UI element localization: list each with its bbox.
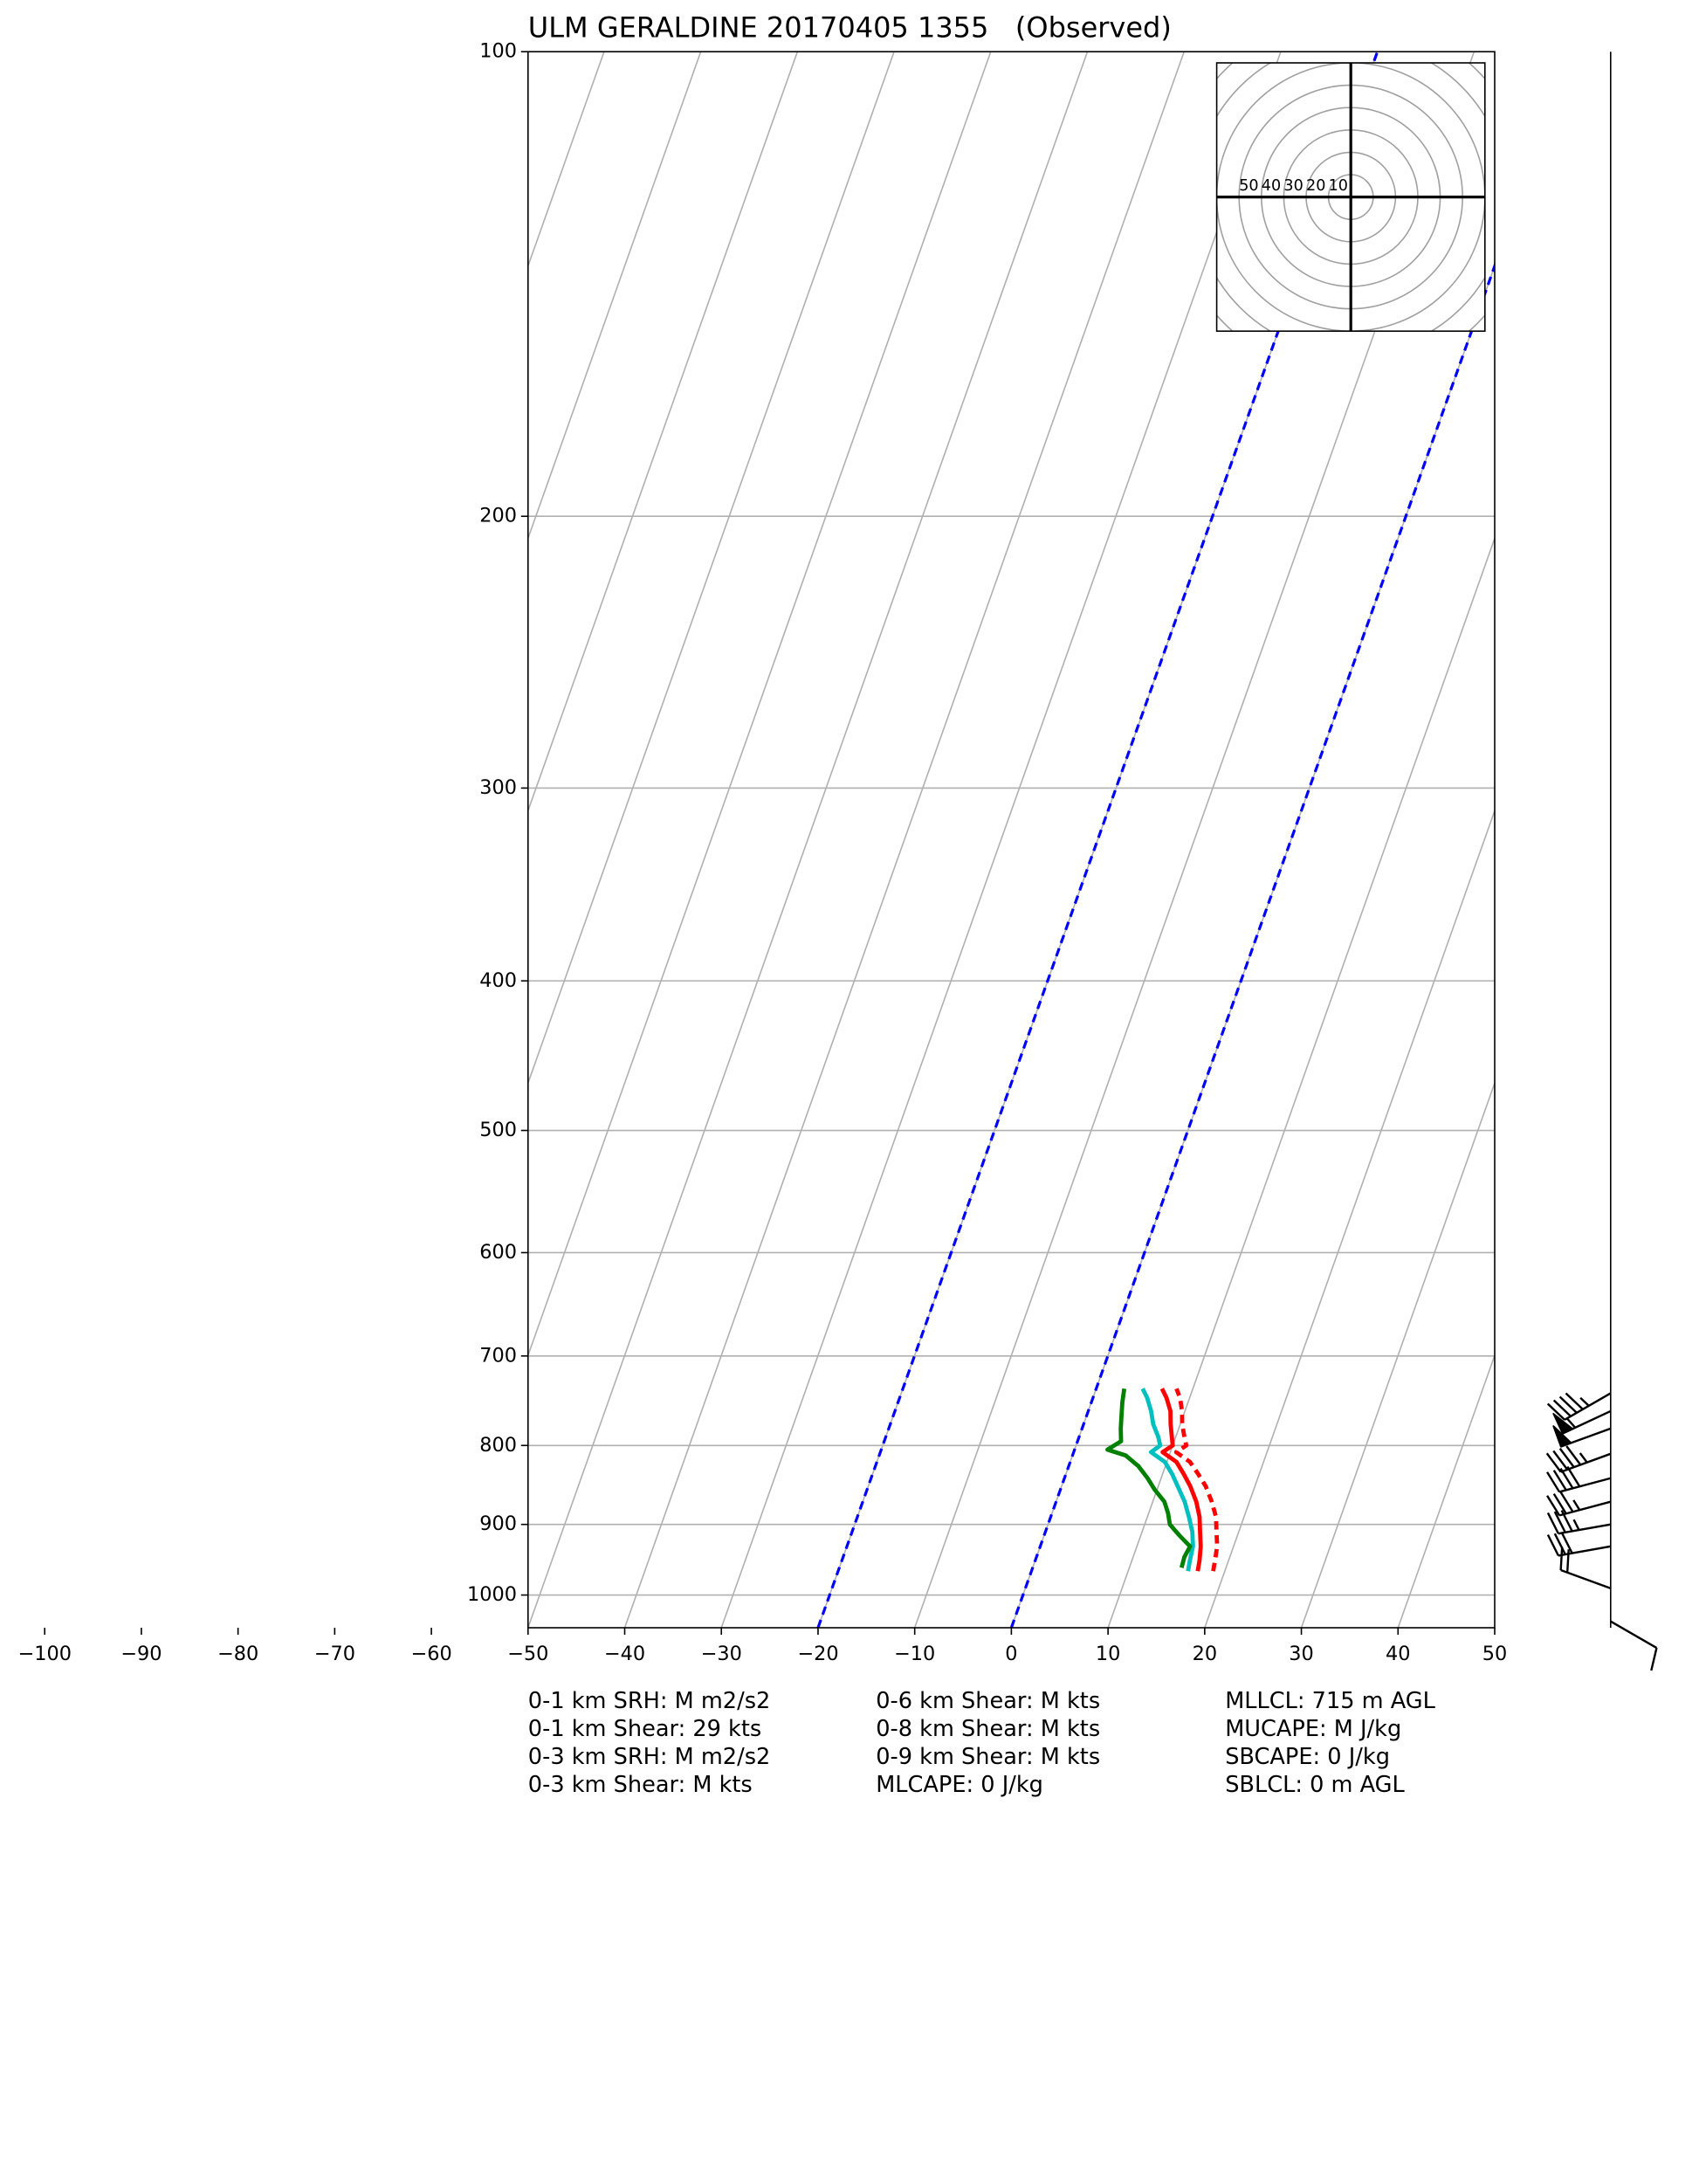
stat-text: SBCAPE: 0 J/kg [1225, 1744, 1390, 1770]
y-tick-label: 1000 [467, 1583, 517, 1606]
x-tick-label: −90 [120, 1643, 162, 1665]
x-tick-label: −70 [314, 1643, 355, 1665]
chart-title: ULM GERALDINE 20170405 1355 (Observed) [528, 11, 1172, 45]
wind-barb [1546, 1532, 1612, 1557]
barb-shaft [1546, 1532, 1612, 1557]
hodograph-ring-label: 10 [1329, 177, 1348, 195]
barb-shaft [1610, 1620, 1658, 1671]
isotherm [527, 52, 702, 541]
profile-line [1173, 1388, 1220, 1572]
wind-barb [1546, 1510, 1612, 1535]
isotherm [527, 52, 1089, 1628]
hodograph: 50 40 30 20 10 [1215, 62, 1486, 333]
isotherm [623, 52, 1185, 1628]
profile-line [1159, 1388, 1203, 1572]
wind-barb [1552, 1409, 1612, 1435]
stat-text: MLLCL: 715 m AGL [1225, 1688, 1435, 1714]
y-tick-label: 700 [479, 1344, 517, 1367]
x-tick-label: 10 [1096, 1643, 1121, 1665]
hodograph-ring-label: 40 [1262, 177, 1281, 195]
y-tick-label: 500 [479, 1119, 517, 1141]
wind-barb [1545, 1445, 1612, 1473]
stat-text: 0-6 km Shear: M kts [876, 1688, 1100, 1714]
barb-shaft [1560, 1427, 1612, 1448]
wind-barb [1546, 1491, 1612, 1517]
y-tick-label: 300 [479, 776, 517, 799]
y-tick-label: 200 [479, 505, 517, 527]
barb-shaft [1546, 1465, 1612, 1493]
x-tick-label: 50 [1482, 1643, 1508, 1665]
profile-line [1105, 1388, 1193, 1568]
hodograph-ring-label: 30 [1283, 177, 1303, 195]
isotherm [1300, 1080, 1495, 1628]
stat-text: MLCAPE: 0 J/kg [876, 1772, 1043, 1798]
plot-area [527, 52, 1495, 1628]
y-tick-label: 600 [479, 1241, 517, 1264]
x-tick-label: −60 [410, 1643, 451, 1665]
x-tick-label: −30 [701, 1643, 742, 1665]
barb-shaft [1546, 1510, 1612, 1535]
wind-barb [1546, 1392, 1612, 1421]
isotherm [1107, 536, 1495, 1628]
isotherm [527, 52, 895, 1085]
y-tick-label: 400 [479, 969, 517, 992]
isotherm [527, 52, 992, 1358]
x-tick-label: −100 [17, 1643, 72, 1665]
barb-shaft [1546, 1392, 1612, 1421]
barb-shaft [1546, 1491, 1612, 1517]
isotherm [720, 52, 1282, 1628]
x-tick-label: −80 [217, 1643, 258, 1665]
x-tick-label: −40 [604, 1643, 645, 1665]
x-tick-label: −50 [507, 1643, 548, 1665]
stat-text: SBLCL: 0 m AGL [1225, 1772, 1405, 1798]
profile-line [1140, 1388, 1195, 1572]
barb-shaft [1545, 1445, 1612, 1473]
x-tick-label: −20 [797, 1643, 838, 1665]
x-tick-label: 20 [1193, 1643, 1218, 1665]
hodograph-ring-label: 50 [1239, 177, 1258, 195]
x-tick-label: 0 [1005, 1643, 1017, 1665]
isotherm [1204, 808, 1495, 1628]
y-tick-label: 900 [479, 1512, 517, 1535]
wind-barb [1610, 1620, 1658, 1671]
stat-text: 0-1 km SRH: M m2/s2 [528, 1688, 771, 1714]
y-tick-label: 800 [479, 1434, 517, 1457]
x-tick-label: −10 [894, 1643, 935, 1665]
barb-shaft [1562, 1409, 1612, 1435]
x-tick-label: 40 [1386, 1643, 1411, 1665]
stat-text: 0-9 km Shear: M kts [876, 1744, 1100, 1770]
hodograph-ring-label: 20 [1306, 177, 1325, 195]
stat-text: 0-3 km Shear: M kts [528, 1772, 753, 1798]
y-tick-label: 100 [479, 40, 517, 63]
wind-barb [1546, 1465, 1612, 1493]
stat-text: 0-3 km SRH: M m2/s2 [528, 1744, 771, 1770]
stat-text: MUCAPE: M J/kg [1225, 1716, 1401, 1742]
stat-text: 0-8 km Shear: M kts [876, 1716, 1100, 1742]
x-tick-label: 30 [1289, 1643, 1314, 1665]
stat-text: 0-1 km Shear: 29 kts [528, 1716, 761, 1742]
hodograph-frame [1215, 62, 1486, 333]
isotherm [527, 52, 799, 813]
isotherm [1397, 1353, 1495, 1628]
